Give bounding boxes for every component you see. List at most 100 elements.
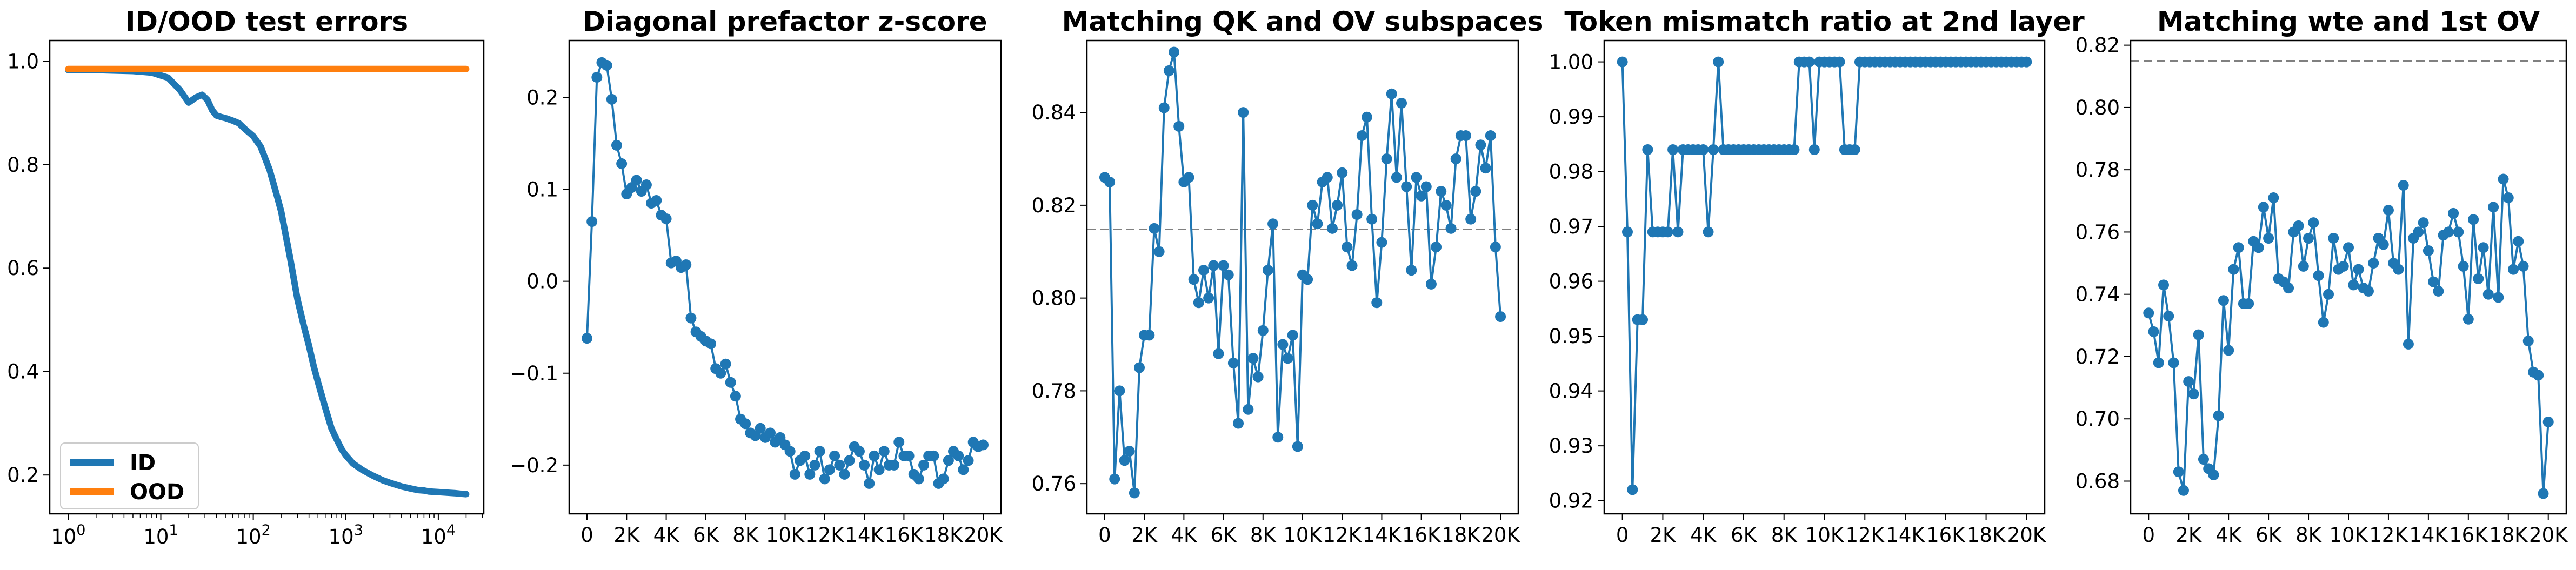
data-point <box>640 179 652 191</box>
data-point <box>591 72 603 83</box>
data-point <box>978 439 989 451</box>
data-point <box>839 468 850 480</box>
x-tick-label: 0 <box>1616 524 1629 547</box>
x-tick-label: 16K <box>2449 524 2488 547</box>
data-point <box>1153 246 1165 257</box>
series-line-1 <box>586 61 984 485</box>
x-tick-label: 4K <box>653 524 680 547</box>
x-tick-label: 16K <box>885 524 924 547</box>
y-tick-label: −0.2 <box>510 454 558 477</box>
data-point <box>2353 264 2364 275</box>
data-point <box>1366 213 1378 225</box>
data-point <box>1411 172 1422 183</box>
data-point <box>834 459 845 471</box>
data-point <box>1119 455 1130 466</box>
x-tick-label: 0 <box>1098 524 1111 547</box>
y-tick-label: 0.68 <box>2076 470 2120 493</box>
x-tick-label: 10K <box>1283 524 1323 547</box>
y-tick-label: 0.6 <box>7 257 39 280</box>
data-point <box>660 213 672 224</box>
data-point <box>725 377 736 388</box>
data-point <box>1322 172 1333 183</box>
y-tick-label: −0.1 <box>510 362 558 385</box>
data-point <box>1208 260 1219 271</box>
chart-title: Diagonal prefactor z-score <box>583 6 987 37</box>
data-point <box>1703 226 1714 238</box>
data-point <box>1401 181 1412 192</box>
data-point <box>2473 273 2484 284</box>
data-point <box>2538 488 2549 499</box>
data-point <box>581 333 592 344</box>
data-point <box>1391 172 1402 183</box>
data-point <box>789 468 800 480</box>
data-point <box>2522 336 2534 347</box>
data-point <box>2343 242 2354 253</box>
data-point <box>1114 385 1125 397</box>
data-point <box>2303 232 2314 244</box>
data-point <box>864 478 875 489</box>
x-tick-label: 14K <box>845 524 884 547</box>
y-tick-label: 0.74 <box>2076 283 2120 306</box>
data-point <box>1621 226 1633 238</box>
data-point <box>2493 292 2504 303</box>
x-tick-label: 18K <box>1442 524 1481 547</box>
data-point <box>1193 297 1204 309</box>
data-point <box>2283 283 2294 294</box>
data-point <box>2442 226 2454 238</box>
chart-title: Token mismatch ratio at 2nd layer <box>1564 6 2085 37</box>
data-point <box>913 473 924 485</box>
data-point <box>2253 242 2264 253</box>
data-point <box>1272 432 1284 443</box>
y-tick-label: 0.8 <box>7 153 39 177</box>
y-tick-label: 1.0 <box>7 50 39 73</box>
data-point <box>938 473 949 485</box>
data-point <box>2218 295 2229 306</box>
chart-panel-2: Diagonal prefactor z-score −0.2 −0.1 0.0 0.1… <box>510 6 1003 547</box>
data-point <box>1465 213 1477 225</box>
x-tick-label: 18K <box>1967 524 2006 547</box>
data-point <box>705 338 717 350</box>
data-point <box>2482 289 2494 300</box>
data-point <box>2363 285 2374 297</box>
x-tick-label: 6K <box>2255 524 2283 547</box>
data-point <box>2348 279 2359 291</box>
data-point <box>799 450 811 461</box>
data-point <box>2183 376 2194 387</box>
x-tick-label: 12K <box>1846 524 1885 547</box>
data-point <box>606 93 617 105</box>
data-point <box>1346 260 1358 271</box>
data-point <box>1109 473 1120 485</box>
data-point <box>1627 484 1638 495</box>
chart-title: Matching wte and 1st OV <box>2157 6 2540 37</box>
data-point <box>1282 353 1293 364</box>
chart-panel-1: ID/OOD test errors 0.2 0.4 0.6 0.8 1.0 100 101 1… <box>7 6 485 548</box>
data-point <box>1169 46 1180 58</box>
y-tick-label: 0.84 <box>1032 101 1076 124</box>
y-tick-label: 0.4 <box>7 360 39 384</box>
data-point <box>2542 416 2554 427</box>
data-point <box>2448 207 2459 219</box>
data-point <box>1788 144 1800 155</box>
data-point <box>2198 454 2209 465</box>
axes-frame <box>1603 39 2046 515</box>
data-point <box>1149 223 1160 234</box>
x-tick-label: 8K <box>1250 524 1277 547</box>
data-point <box>1662 226 1673 238</box>
data-point <box>963 455 974 466</box>
data-point <box>1307 199 1318 211</box>
plot-area <box>2131 59 2566 499</box>
data-point <box>1667 144 1679 155</box>
data-point <box>685 312 697 324</box>
data-point <box>2422 245 2434 257</box>
y-tick-label: 0.78 <box>2076 158 2120 182</box>
y-tick-label: 0.72 <box>2076 345 2120 368</box>
data-point <box>2298 260 2309 272</box>
data-point <box>2268 192 2279 204</box>
data-point <box>2453 226 2464 238</box>
data-point <box>873 464 885 475</box>
data-point <box>2163 311 2174 322</box>
legend-label: OOD <box>130 480 184 505</box>
data-point <box>651 195 662 206</box>
x-tick-label: 14K <box>1886 524 1925 547</box>
data-point <box>2318 317 2329 328</box>
